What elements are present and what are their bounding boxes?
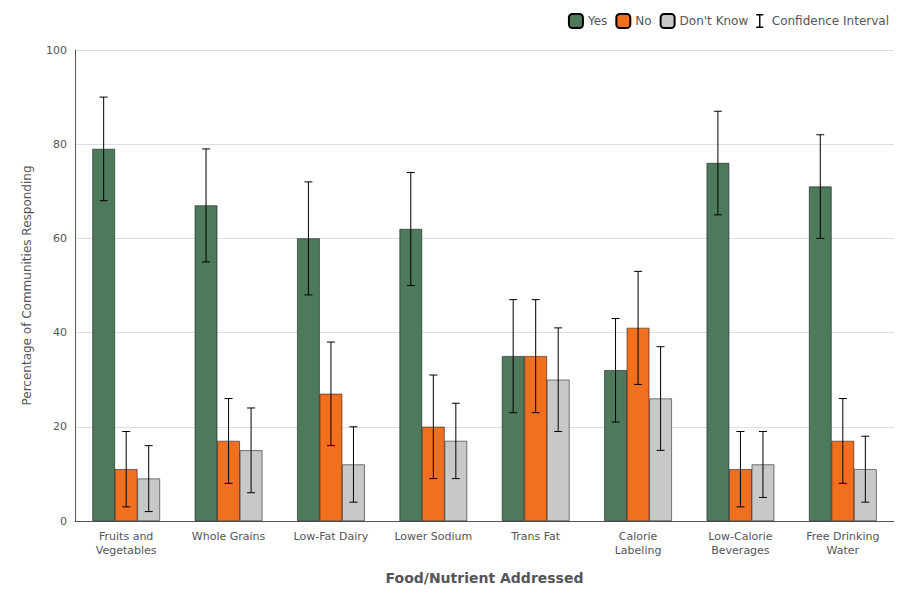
svg-text:Calorie: Calorie — [619, 530, 658, 543]
svg-text:Fruits and: Fruits and — [99, 530, 153, 543]
svg-text:60: 60 — [53, 232, 67, 245]
svg-text:Beverages: Beverages — [711, 544, 770, 557]
svg-text:Low-Calorie: Low-Calorie — [708, 530, 772, 543]
svg-text:0: 0 — [60, 515, 67, 528]
svg-text:Confidence Interval: Confidence Interval — [772, 14, 889, 28]
svg-text:Free Drinking: Free Drinking — [806, 530, 879, 543]
svg-text:Water: Water — [827, 544, 860, 557]
svg-text:Trans Fat: Trans Fat — [510, 530, 561, 543]
svg-text:100: 100 — [46, 44, 67, 57]
svg-text:20: 20 — [53, 420, 67, 433]
svg-text:Whole Grains: Whole Grains — [192, 530, 266, 543]
svg-text:Don't Know: Don't Know — [680, 14, 749, 28]
svg-text:No: No — [635, 14, 651, 28]
svg-text:Low-Fat Dairy: Low-Fat Dairy — [294, 530, 369, 543]
svg-text:80: 80 — [53, 138, 67, 151]
svg-text:Vegetables: Vegetables — [96, 544, 157, 557]
svg-text:Lower Sodium: Lower Sodium — [394, 530, 472, 543]
svg-text:40: 40 — [53, 326, 67, 339]
svg-text:Food/Nutrient Addressed: Food/Nutrient Addressed — [386, 570, 584, 586]
svg-text:Percentage of Communities Resp: Percentage of Communities Responding — [20, 165, 34, 405]
svg-text:Labeling: Labeling — [615, 544, 662, 557]
svg-text:Yes: Yes — [587, 14, 607, 28]
